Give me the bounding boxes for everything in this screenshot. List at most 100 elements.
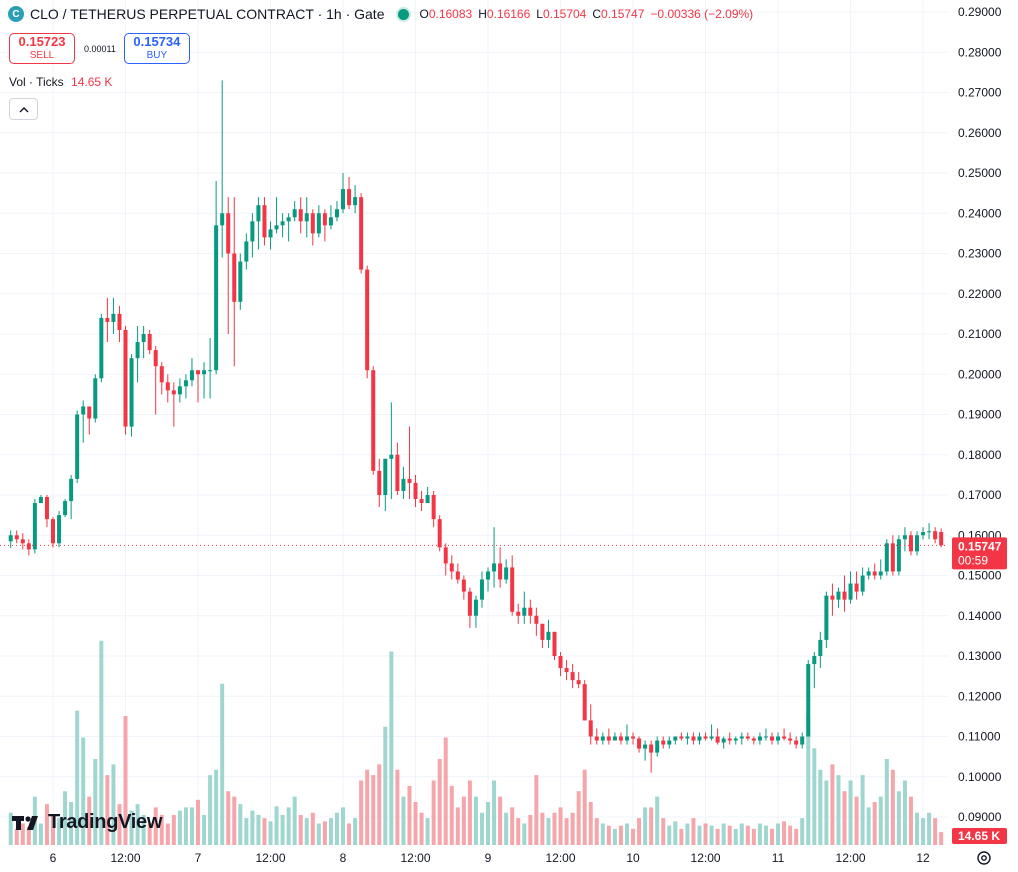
volume-bar [461, 796, 466, 845]
volume-bar [214, 769, 219, 845]
ohlc-change: −0.00336 (−2.09%) [650, 7, 754, 21]
candle-body [214, 225, 219, 371]
gear-icon[interactable] [975, 849, 993, 867]
volume-bar [872, 802, 877, 845]
candle-body [425, 495, 430, 504]
volume-bar [540, 812, 545, 845]
volume-bar [697, 825, 702, 845]
candle-body [836, 591, 841, 600]
price-tick-label: 0.10000 [958, 770, 1002, 784]
price-tick-label: 0.17000 [958, 488, 1002, 502]
volume-bar [649, 807, 654, 845]
candle-body [788, 738, 793, 741]
candle-body [38, 497, 43, 504]
candle-body [238, 261, 243, 302]
volume-bar [727, 825, 732, 845]
candle-body [44, 497, 49, 520]
candle-body [334, 209, 339, 218]
candle-body [498, 563, 503, 580]
price-tick-label: 0.29000 [958, 5, 1002, 19]
candle-body [371, 370, 376, 471]
volume-bar [782, 821, 787, 845]
candle-body [492, 563, 497, 572]
candle-body [528, 607, 533, 616]
volume-bar [250, 810, 255, 845]
volume-bar [286, 807, 291, 845]
volume-bar [576, 791, 581, 845]
time-tick-label: 8 [340, 851, 347, 865]
volume-bar [769, 828, 774, 845]
spread-value: 0.00011 [84, 43, 116, 54]
volume-legend[interactable]: Vol · Ticks 14.65 K [9, 75, 112, 89]
candle-body [866, 571, 871, 576]
volume-bar [147, 823, 152, 845]
volume-bar [933, 818, 938, 845]
volume-bar [637, 818, 642, 845]
candle-body [159, 366, 164, 383]
candle-body [99, 317, 104, 379]
candle-body [522, 607, 527, 616]
volume-bar [588, 802, 593, 845]
candle-body [443, 547, 448, 564]
price-tick-label: 0.15000 [958, 569, 1002, 583]
candle-body [812, 656, 817, 665]
candle-body [655, 740, 660, 753]
volume-bar [401, 796, 406, 845]
volume-bar [81, 737, 86, 845]
candle-body [763, 736, 768, 738]
volume-bars [8, 640, 944, 845]
candle-body [709, 736, 714, 739]
volume-bar [473, 796, 478, 845]
volume-bar [129, 810, 134, 845]
volume-bar [359, 780, 364, 845]
price-tick-label: 0.27000 [958, 86, 1002, 100]
candle-body [298, 209, 303, 222]
candle-body [316, 213, 321, 234]
candle-body [437, 519, 442, 548]
volume-bar [842, 791, 847, 845]
candle-body [226, 213, 231, 254]
candle-body [631, 736, 636, 739]
volume-bar [830, 764, 835, 845]
volume-bar [612, 828, 617, 845]
volume-legend-label: Vol · Ticks [9, 75, 64, 89]
candle-body [413, 482, 418, 500]
volume-bar [226, 791, 231, 845]
sell-label: SELL [29, 49, 55, 61]
volume-bar [528, 814, 533, 845]
volume-bar [564, 818, 569, 845]
volume-bar [594, 818, 599, 845]
volume-bar [44, 804, 49, 845]
symbol-title[interactable]: CLO / TETHERUS PERPETUAL CONTRACT · 1h ·… [30, 6, 385, 22]
candle-body [244, 241, 249, 262]
candle-body [824, 595, 829, 640]
candle-body [123, 329, 128, 427]
sell-button[interactable]: 0.15723 SELL [9, 33, 75, 64]
candle-body [872, 571, 877, 576]
volume-bar [99, 640, 104, 845]
volume-bar [377, 764, 382, 845]
price-tick-label: 0.26000 [958, 126, 1002, 140]
tradingview-logo[interactable]: TradingView [12, 811, 162, 834]
volume-bar [691, 818, 696, 845]
volume-bar [878, 796, 883, 845]
candle-body [727, 738, 732, 741]
candle-body [739, 736, 744, 739]
ohlc-high: H0.16166 [478, 7, 531, 21]
collapse-legend-button[interactable] [9, 98, 38, 120]
volume-bar [703, 823, 708, 845]
buy-label: BUY [146, 49, 168, 61]
buy-button[interactable]: 0.15734 BUY [123, 33, 190, 64]
volume-bar [111, 764, 116, 845]
candle-body [703, 736, 708, 739]
time-tick-label: 12:00 [836, 851, 866, 865]
volume-badge [952, 828, 1007, 844]
volume-bar [631, 828, 636, 845]
ohlc-open: O0.16083 [419, 7, 473, 21]
candle-body [890, 543, 895, 572]
volume-bar [57, 818, 62, 845]
candle-body [643, 744, 648, 749]
price-tick-label: 0.13000 [958, 649, 1002, 663]
candle-body [286, 217, 291, 222]
